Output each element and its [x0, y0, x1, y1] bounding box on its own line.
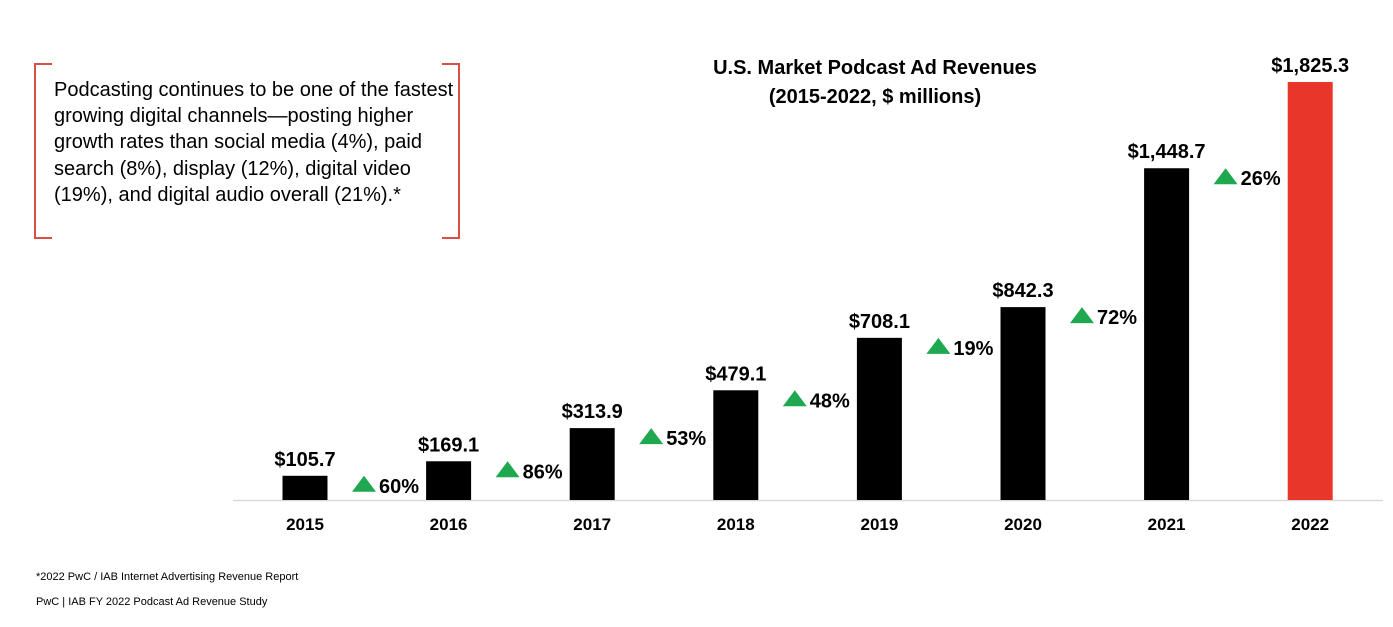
x-tick-2017: 2017 — [573, 515, 611, 534]
bar-2016 — [426, 461, 472, 500]
callout-box: Podcasting continues to be one of the fa… — [34, 63, 460, 239]
growth-arrow-icon — [782, 390, 807, 407]
footnote-source: *2022 PwC / IAB Internet Advertising Rev… — [36, 571, 299, 583]
growth-label-2019: 19% — [953, 338, 993, 360]
value-label-2016: $169.1 — [418, 434, 479, 456]
value-label-2018: $479.1 — [705, 363, 766, 385]
bar-2019 — [856, 337, 902, 500]
chart-title-block: U.S. Market Podcast Ad Revenues (2015-20… — [640, 54, 1110, 112]
growth-label-2015: 60% — [379, 476, 419, 498]
growth-label-2021: 26% — [1241, 168, 1281, 190]
bar-2015 — [282, 475, 328, 500]
growth-arrow-icon — [926, 337, 951, 354]
x-tick-2015: 2015 — [286, 515, 324, 534]
footer-credit: PwC | IAB FY 2022 Podcast Ad Revenue Stu… — [36, 596, 268, 608]
value-label-2022: $1,825.3 — [1271, 55, 1349, 77]
value-label-2015: $105.7 — [274, 449, 335, 471]
x-tick-2019: 2019 — [860, 515, 898, 534]
growth-label-2017: 53% — [666, 428, 706, 450]
bar-2022 — [1287, 82, 1333, 500]
chart-title: U.S. Market Podcast Ad Revenues — [713, 57, 1037, 79]
callout-text: Podcasting continues to be one of the fa… — [54, 79, 454, 206]
left-bracket — [34, 63, 52, 239]
growth-label-2018: 48% — [810, 390, 850, 412]
value-label-2020: $842.3 — [992, 280, 1053, 302]
chart-subtitle: (2015-2022, $ millions) — [768, 86, 982, 108]
growth-arrow-icon — [352, 475, 376, 492]
growth-arrow-icon — [495, 461, 520, 478]
right-bracket — [442, 63, 460, 239]
x-tick-2016: 2016 — [430, 515, 468, 534]
x-tick-2018: 2018 — [717, 515, 755, 534]
growth-arrow-icon — [1070, 307, 1094, 324]
value-label-2021: $1,448.7 — [1128, 141, 1206, 163]
x-tick-2021: 2021 — [1148, 515, 1186, 534]
bar-2021 — [1144, 168, 1190, 500]
x-tick-2022: 2022 — [1291, 515, 1329, 534]
bar-2018 — [713, 390, 759, 500]
value-label-2019: $708.1 — [849, 311, 910, 333]
growth-arrow-icon — [1213, 168, 1238, 185]
growth-label-2020: 72% — [1097, 307, 1137, 329]
x-tick-2020: 2020 — [1004, 515, 1042, 534]
growth-arrow-icon — [639, 428, 664, 445]
value-label-2017: $313.9 — [562, 401, 623, 423]
growth-label-2016: 86% — [523, 461, 563, 483]
bar-2017 — [569, 428, 615, 500]
bar-2020 — [1000, 307, 1046, 500]
